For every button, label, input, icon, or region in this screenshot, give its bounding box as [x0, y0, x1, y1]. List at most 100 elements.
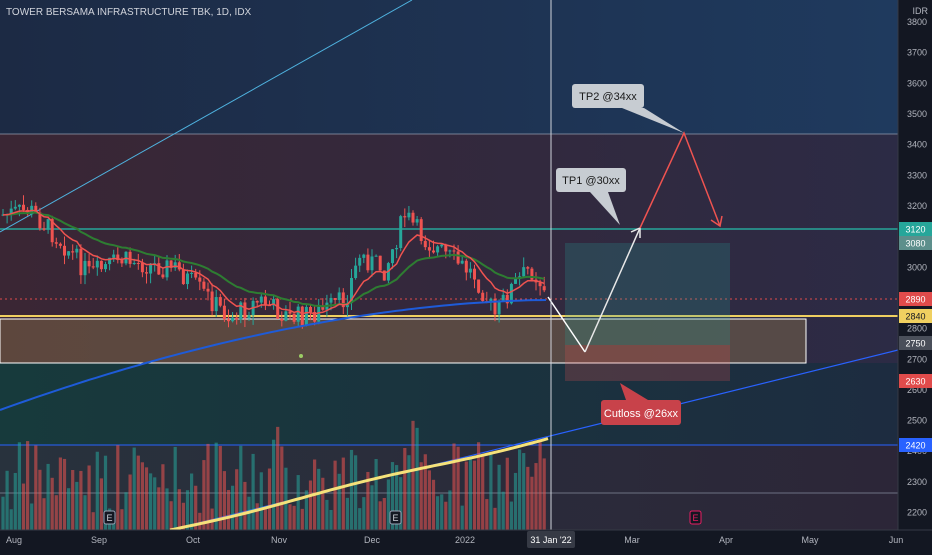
candle-body[interactable]	[198, 277, 202, 282]
candle-body[interactable]	[321, 306, 325, 310]
projection-path-up[interactable]	[584, 227, 641, 353]
candle-body[interactable]	[17, 204, 21, 207]
candle-body[interactable]	[38, 212, 42, 229]
candle-body[interactable]	[186, 273, 189, 285]
candle-body[interactable]	[493, 298, 497, 315]
candle-body[interactable]	[452, 250, 456, 252]
candle-body[interactable]	[1, 214, 5, 216]
candle-body[interactable]	[522, 267, 526, 277]
candle-body[interactable]	[337, 292, 341, 300]
candle-body[interactable]	[489, 298, 493, 303]
upper-trendline[interactable]	[0, 0, 413, 233]
candle-body[interactable]	[358, 257, 362, 266]
candle-body[interactable]	[514, 278, 517, 284]
candle-body[interactable]	[354, 265, 358, 278]
candle-body[interactable]	[202, 281, 206, 289]
candle-body[interactable]	[317, 306, 321, 322]
candle-body[interactable]	[140, 263, 144, 273]
candle-body[interactable]	[67, 251, 71, 256]
ema-fast-line[interactable]	[2, 209, 545, 315]
candle-body[interactable]	[448, 250, 452, 252]
candle-body[interactable]	[173, 262, 177, 268]
candle-body[interactable]	[13, 206, 17, 209]
candle-body[interactable]	[329, 297, 333, 303]
candle-body[interactable]	[300, 306, 304, 326]
candle-body[interactable]	[58, 243, 62, 246]
candle-body[interactable]	[509, 283, 513, 304]
candle-body[interactable]	[292, 313, 296, 322]
ema-slow-line[interactable]	[0, 299, 547, 411]
candle-body[interactable]	[419, 219, 423, 241]
candle-body[interactable]	[157, 263, 161, 275]
candle-body[interactable]	[104, 264, 107, 270]
candle-body[interactable]	[423, 240, 427, 248]
candle-body[interactable]	[63, 245, 66, 256]
candle-body[interactable]	[231, 317, 235, 322]
candle-body[interactable]	[362, 254, 366, 258]
candle-body[interactable]	[87, 260, 91, 267]
candle-body[interactable]	[366, 254, 370, 271]
candle-body[interactable]	[304, 306, 308, 326]
candle-body[interactable]	[227, 319, 230, 322]
target-zone[interactable]	[565, 243, 730, 345]
earnings-marker-2[interactable]: E	[389, 510, 402, 525]
candle-body[interactable]	[218, 297, 222, 306]
tp2-callout[interactable]: TP2 @34xx	[572, 84, 684, 133]
candle-body[interactable]	[165, 260, 169, 278]
candle-body[interactable]	[263, 296, 267, 306]
candlesticks[interactable]	[1, 195, 546, 358]
candle-body[interactable]	[91, 266, 95, 268]
candle-body[interactable]	[481, 292, 485, 302]
candle-body[interactable]	[34, 205, 38, 213]
risk-zone[interactable]	[565, 345, 730, 381]
candle-body[interactable]	[75, 248, 79, 253]
candle-body[interactable]	[46, 219, 50, 230]
candle-body[interactable]	[259, 296, 263, 303]
candle-body[interactable]	[210, 291, 214, 312]
candle-body[interactable]	[194, 272, 198, 278]
tp1-callout[interactable]: TP1 @30xx	[556, 168, 626, 225]
candle-body[interactable]	[464, 260, 468, 273]
candle-body[interactable]	[538, 282, 542, 287]
candle-body[interactable]	[116, 254, 120, 261]
candle-body[interactable]	[206, 288, 210, 292]
candle-body[interactable]	[415, 219, 419, 223]
candle-body[interactable]	[341, 292, 345, 308]
cutloss-callout[interactable]: Cutloss @26xx	[601, 383, 681, 425]
candle-body[interactable]	[542, 286, 546, 291]
candle-body[interactable]	[145, 272, 148, 274]
candle-body[interactable]	[108, 257, 112, 265]
candle-body[interactable]	[239, 302, 243, 320]
candle-body[interactable]	[460, 260, 464, 264]
candle-body[interactable]	[444, 244, 448, 252]
candle-body[interactable]	[83, 260, 87, 276]
candle-body[interactable]	[255, 300, 259, 303]
candle-body[interactable]	[190, 272, 194, 274]
candle-body[interactable]	[161, 274, 165, 278]
candle-body[interactable]	[235, 317, 239, 320]
candle-body[interactable]	[399, 216, 403, 248]
candle-body[interactable]	[440, 244, 444, 247]
candle-body[interactable]	[71, 251, 75, 253]
candle-body[interactable]	[468, 268, 472, 273]
earnings-marker-3[interactable]: E	[689, 510, 702, 525]
candle-body[interactable]	[526, 267, 530, 269]
candle-body[interactable]	[391, 249, 394, 264]
candle-body[interactable]	[9, 208, 13, 215]
candle-body[interactable]	[333, 297, 337, 300]
candle-body[interactable]	[350, 277, 353, 304]
candle-body[interactable]	[374, 255, 378, 257]
candle-body[interactable]	[407, 212, 411, 218]
candle-body[interactable]	[276, 299, 280, 319]
candle-body[interactable]	[530, 268, 534, 280]
candle-body[interactable]	[436, 246, 440, 253]
candle-body[interactable]	[50, 219, 54, 243]
candle-body[interactable]	[403, 216, 407, 218]
candle-body[interactable]	[222, 305, 226, 320]
candle-body[interactable]	[272, 299, 276, 306]
candle-body[interactable]	[427, 247, 431, 251]
candle-body[interactable]	[54, 242, 58, 244]
candle-body[interactable]	[473, 268, 476, 280]
candle-body[interactable]	[79, 248, 83, 276]
